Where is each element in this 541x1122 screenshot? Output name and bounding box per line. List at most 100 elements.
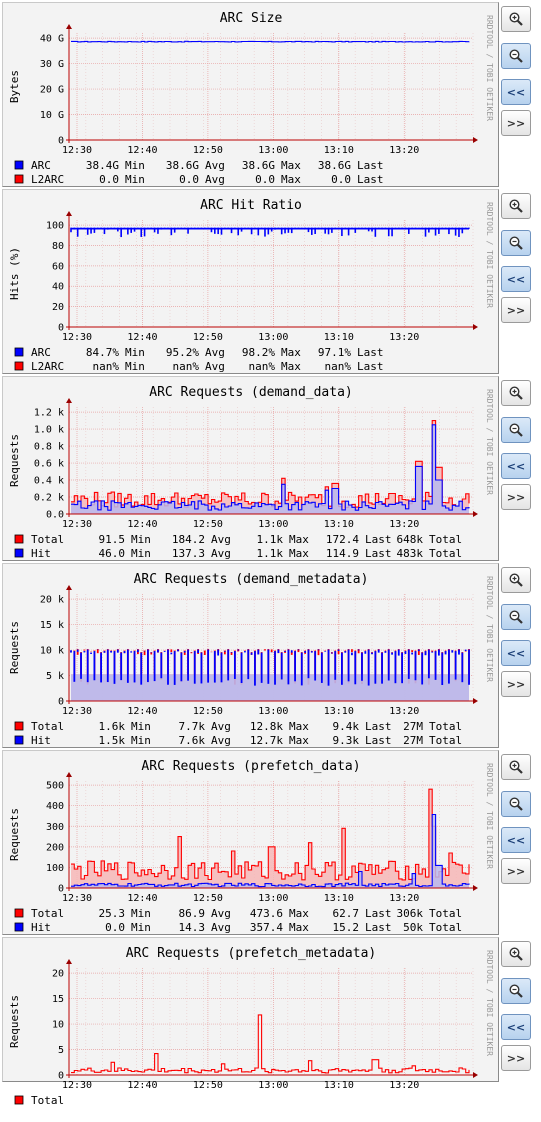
legend-label-avg: Avg — [205, 173, 225, 186]
zoom-in-icon — [509, 386, 523, 400]
zoom-in-button[interactable] — [501, 193, 531, 219]
legend-label-avg: Avg — [205, 346, 225, 359]
button-label: >> — [506, 864, 526, 878]
forward-button[interactable]: >> — [501, 858, 531, 884]
zoom-out-button[interactable] — [501, 417, 531, 443]
legend-swatch — [14, 534, 24, 544]
rrd-graph: ARC Hit Ratio RRDTOOL / TOBI OETIKER Hits … — [2, 189, 499, 374]
legend-value-min: 38.4G — [86, 159, 119, 172]
zoom-out-icon — [509, 236, 523, 250]
legend-label-max: Max — [289, 907, 309, 920]
y-tick-label: 0 — [58, 1071, 64, 1082]
zoom-out-button[interactable] — [501, 43, 531, 69]
back-button[interactable]: << — [501, 266, 531, 292]
y-axis-label: Requests — [8, 995, 21, 1048]
button-label: >> — [506, 677, 526, 691]
zoom-in-button[interactable] — [501, 380, 531, 406]
legend-value-avg: 86.9 — [179, 907, 206, 920]
y-tick-label: 0.8 k — [34, 442, 64, 453]
y-tick-label: 20 — [52, 969, 64, 980]
legend-label-min: Min — [131, 907, 151, 920]
x-tick-label: 12:40 — [127, 893, 157, 904]
x-tick-label: 12:30 — [62, 519, 92, 530]
legend-value-last: nan% — [325, 360, 352, 373]
y-tick-label: 5 — [58, 1045, 64, 1056]
legend-name: Hit — [31, 734, 51, 747]
legend-label-avg: Avg — [211, 720, 231, 733]
y-tick-label: 200 — [46, 842, 64, 853]
x-tick-label: 12:40 — [127, 519, 157, 530]
legend-label-total: Total — [429, 921, 462, 934]
legend-value-last: 38.6G — [318, 159, 351, 172]
x-tick-label: 13:20 — [389, 332, 419, 343]
legend-name: Hit — [31, 921, 51, 934]
forward-button[interactable]: >> — [501, 484, 531, 510]
legend-label-last: Last — [357, 346, 384, 359]
back-button[interactable]: << — [501, 453, 531, 479]
legend-label-total: Total — [429, 907, 462, 920]
y-tick-label: 40 — [52, 282, 64, 293]
legend-value-min: 25.3 — [99, 907, 126, 920]
legend-value-min: 84.7% — [86, 346, 119, 359]
x-tick-label: 13:20 — [389, 519, 419, 530]
forward-button[interactable]: >> — [501, 297, 531, 323]
watermark: RRDTOOL / TOBI OETIKER — [485, 763, 494, 869]
zoom-out-button[interactable] — [501, 230, 531, 256]
y-tick-label: 20 — [52, 302, 64, 313]
forward-button[interactable]: >> — [501, 671, 531, 697]
chart-svg: ARC Requests (demand_data) RRDTOOL / TOBI… — [8, 385, 494, 560]
watermark: RRDTOOL / TOBI OETIKER — [485, 202, 494, 308]
zoom-out-button[interactable] — [501, 791, 531, 817]
x-tick-label: 12:40 — [127, 145, 157, 156]
graph-panel: ARC Size RRDTOOL / TOBI OETIKER Bytes 0 10 G… — [0, 0, 541, 187]
y-axis-arrow — [66, 585, 72, 590]
zoom-in-button[interactable] — [501, 6, 531, 32]
legend-value-total: 483k — [397, 547, 424, 560]
back-button[interactable]: << — [501, 79, 531, 105]
y-axis-label: Bytes — [8, 70, 21, 103]
legend-name: ARC — [31, 159, 51, 172]
legend-name: Total — [31, 720, 64, 733]
x-tick-label: 13:00 — [258, 893, 288, 904]
back-button[interactable]: << — [501, 640, 531, 666]
zoom-out-icon — [509, 49, 523, 63]
legend-label-last: Last — [365, 720, 392, 733]
legend-label-max: Max — [281, 173, 301, 186]
legend-label-avg: Avg — [211, 907, 231, 920]
forward-button[interactable]: >> — [501, 110, 531, 136]
legend-label-last: Last — [357, 173, 384, 186]
back-button[interactable]: << — [501, 1014, 531, 1040]
legend-label-last: Last — [365, 921, 392, 934]
zoom-out-icon — [509, 423, 523, 437]
zoom-in-button[interactable] — [501, 941, 531, 967]
y-tick-label: 40 G — [40, 34, 64, 45]
chart-svg: ARC Requests (prefetch_data) RRDTOOL / TO… — [8, 759, 494, 934]
graph-panel: ARC Requests (demand_data) RRDTOOL / TOBI… — [0, 374, 541, 561]
zoom-in-icon — [509, 12, 523, 26]
legend-label-max: Max — [281, 159, 301, 172]
legend-name: L2ARC — [31, 360, 64, 373]
legend-name: Hit — [31, 547, 51, 560]
zoom-out-button[interactable] — [501, 604, 531, 630]
back-button[interactable]: << — [501, 827, 531, 853]
legend-label-total: Total — [429, 533, 462, 546]
legend-value-last: 172.4 — [326, 533, 359, 546]
series-arc — [71, 40, 470, 43]
legend-label-max: Max — [289, 734, 309, 747]
zoom-in-button[interactable] — [501, 567, 531, 593]
data-line — [71, 424, 470, 511]
legend-swatch — [14, 361, 24, 371]
y-tick-label: 0.6 k — [34, 459, 64, 470]
legend-label-max: Max — [289, 921, 309, 934]
zoom-in-button[interactable] — [501, 754, 531, 780]
legend-name: L2ARC — [31, 173, 64, 186]
series-total — [71, 1014, 470, 1074]
series-hit — [71, 813, 470, 888]
y-axis-arrow — [66, 398, 72, 403]
zoom-out-button[interactable] — [501, 978, 531, 1004]
legend-value-last: 0.0 — [331, 173, 351, 186]
legend-label-min: Min — [131, 547, 151, 560]
y-tick-label: 30 G — [40, 59, 64, 70]
forward-button[interactable]: >> — [501, 1045, 531, 1071]
legend-value-min: 46.0 — [99, 547, 126, 560]
